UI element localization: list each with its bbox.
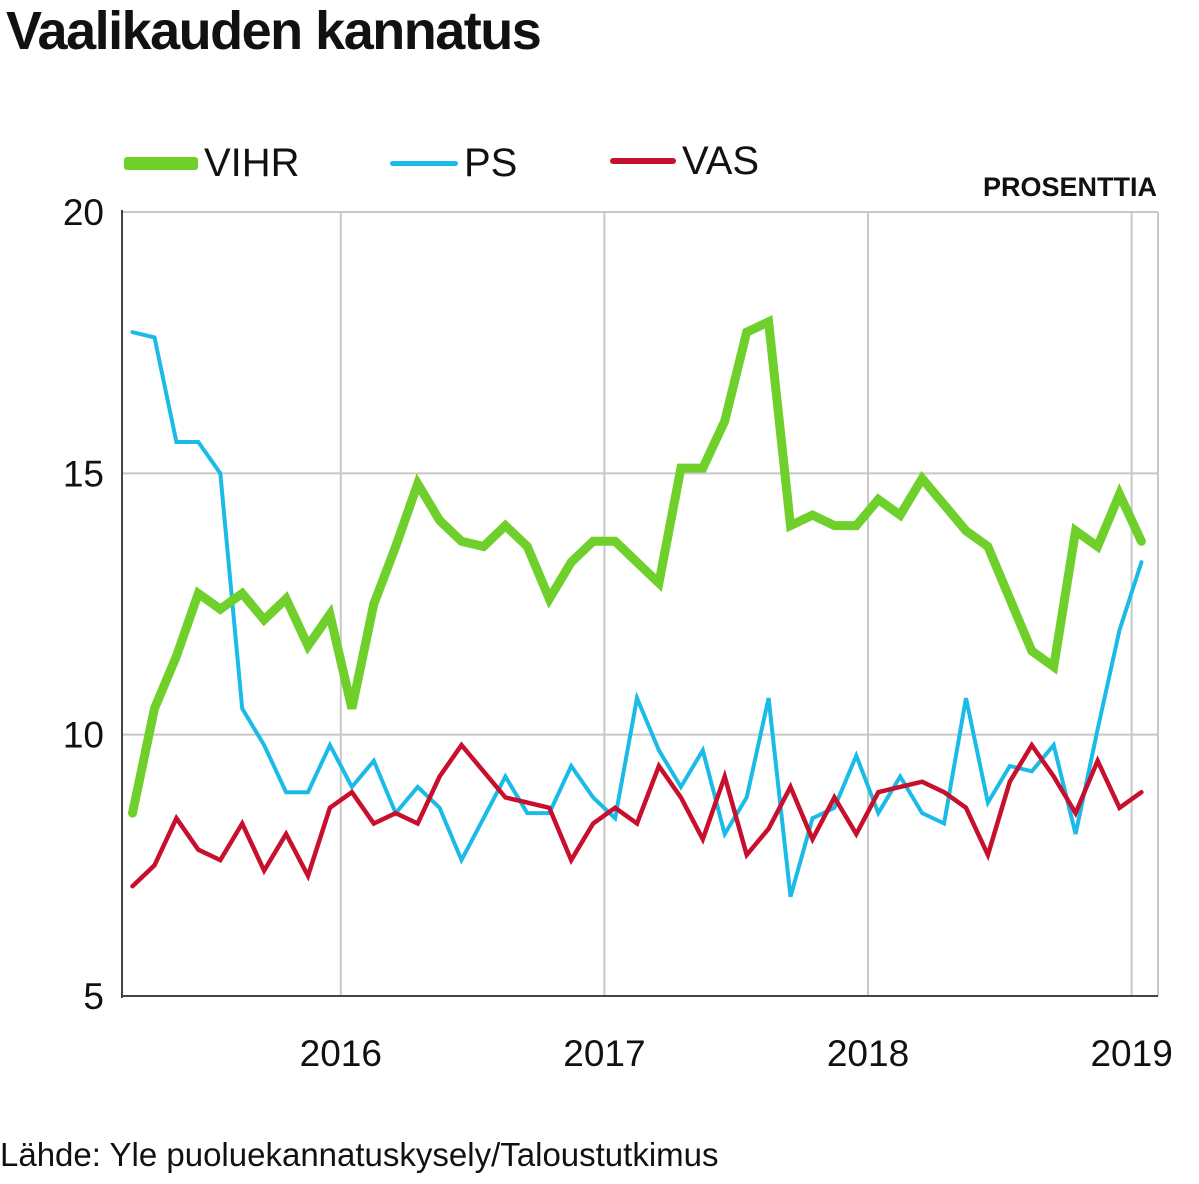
chart-title: Vaalikauden kannatus xyxy=(6,1,542,61)
series-line-vas xyxy=(130,740,1144,889)
legend-item-vihr: VIHR xyxy=(124,138,300,188)
source-note: Lähde: Yle puoluekannatuskysely/Taloustu… xyxy=(0,1136,719,1173)
legend-label-vas: VAS xyxy=(682,138,760,183)
x-tick-label-2018: 2018 xyxy=(827,1033,909,1074)
x-tick-label-2016: 2016 xyxy=(300,1033,382,1074)
legend-label-vihr: VIHR xyxy=(204,140,300,185)
y-tick-label-10: 10 xyxy=(63,715,104,756)
x-tick-label-2017: 2017 xyxy=(563,1033,645,1074)
legend-swatch-vihr xyxy=(124,156,198,170)
legend-swatch-ps xyxy=(390,160,458,166)
legend-label-ps: PS xyxy=(464,140,518,185)
legend-item-ps: PS xyxy=(390,138,517,188)
y-tick-label-15: 15 xyxy=(63,453,104,494)
legend-item-vas: VAS xyxy=(610,136,759,186)
series-line-vihr xyxy=(128,315,1146,818)
y-tick-label-5: 5 xyxy=(83,976,104,1017)
unit-label: PROSENTTIA xyxy=(982,172,1157,202)
y-tick-label-20: 20 xyxy=(63,192,104,233)
legend-swatch-vas xyxy=(610,158,676,164)
series-line-ps xyxy=(130,330,1144,898)
x-tick-label-2019: 2019 xyxy=(1090,1033,1172,1074)
